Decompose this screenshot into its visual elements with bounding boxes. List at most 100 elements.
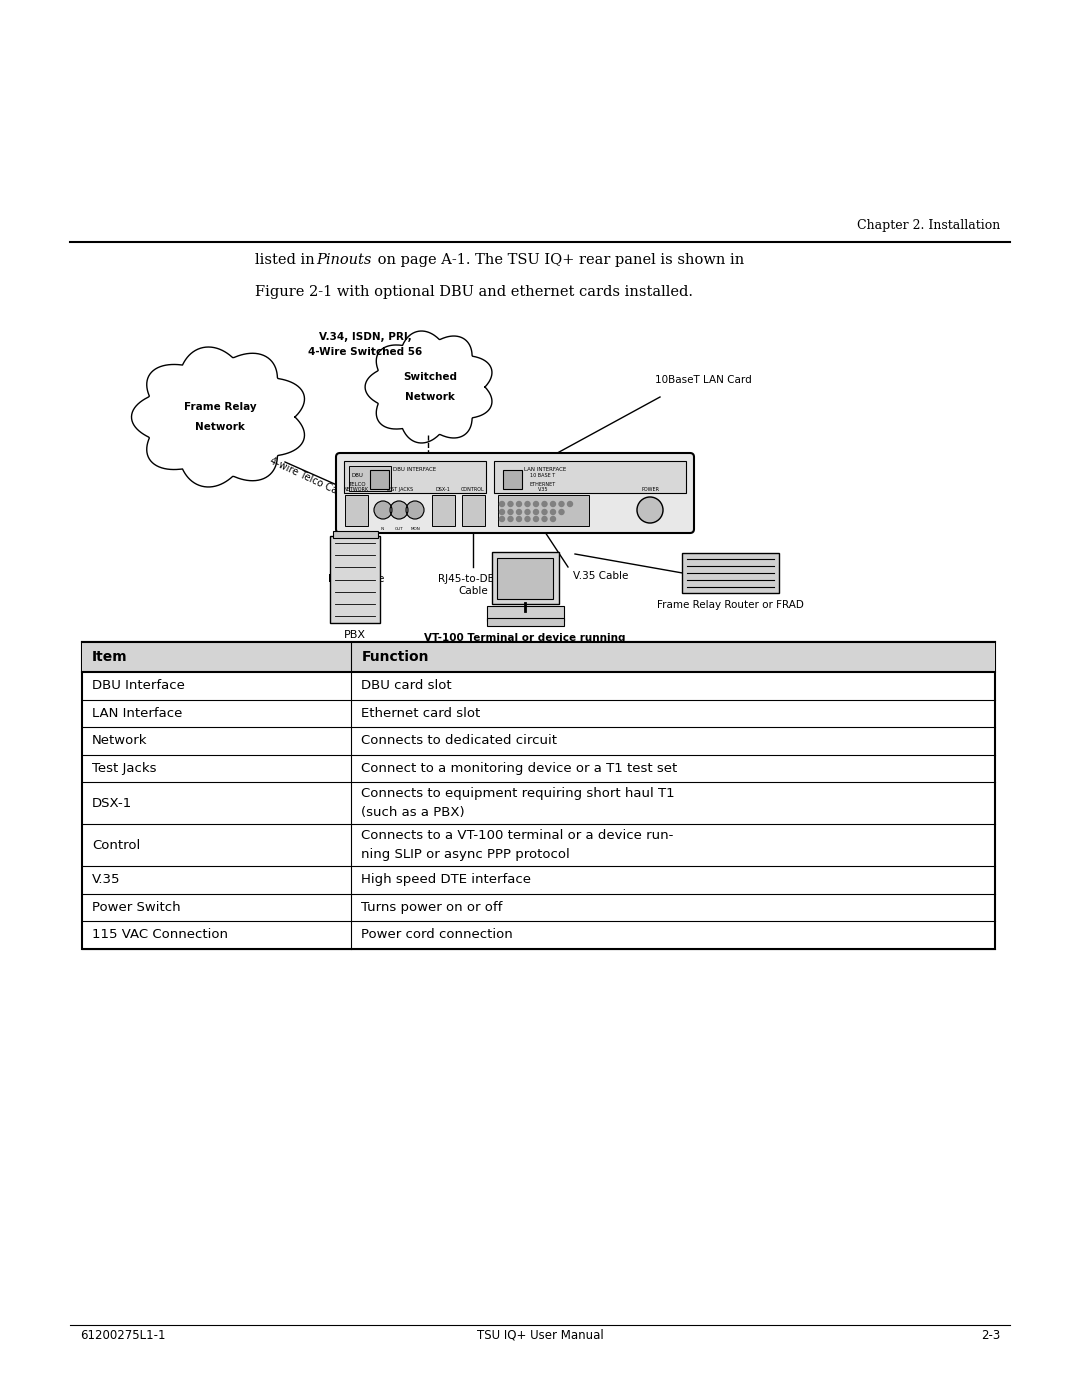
Circle shape <box>390 502 408 520</box>
Text: Frame Relay: Frame Relay <box>184 402 256 412</box>
FancyBboxPatch shape <box>349 467 391 490</box>
FancyBboxPatch shape <box>507 609 543 616</box>
Text: 61200275L1-1: 61200275L1-1 <box>80 1329 165 1343</box>
Text: Network: Network <box>92 735 148 747</box>
Text: DSX-1: DSX-1 <box>92 796 132 809</box>
Circle shape <box>508 517 513 521</box>
Circle shape <box>374 502 392 520</box>
FancyBboxPatch shape <box>82 643 995 949</box>
Text: V.35 Cable: V.35 Cable <box>573 571 629 581</box>
Text: TELCO: TELCO <box>348 482 366 486</box>
Text: 4-Wire Switched 56: 4-Wire Switched 56 <box>308 346 422 358</box>
Circle shape <box>508 502 513 507</box>
Circle shape <box>525 517 530 521</box>
Text: Network: Network <box>405 393 455 402</box>
Circle shape <box>542 502 546 507</box>
Text: High speed DTE interface: High speed DTE interface <box>362 873 531 886</box>
Text: Power cord connection: Power cord connection <box>362 928 513 942</box>
Text: RJ45-to-DB25
Cable: RJ45-to-DB25 Cable <box>438 574 508 595</box>
Circle shape <box>516 517 522 521</box>
FancyBboxPatch shape <box>498 495 589 525</box>
Circle shape <box>542 510 546 514</box>
Text: LAN Interface: LAN Interface <box>92 707 183 719</box>
Text: NETWORK: NETWORK <box>343 488 368 492</box>
FancyBboxPatch shape <box>345 461 486 493</box>
FancyBboxPatch shape <box>369 469 389 489</box>
FancyBboxPatch shape <box>432 495 455 525</box>
Text: MON: MON <box>410 527 420 531</box>
Circle shape <box>499 517 504 521</box>
Circle shape <box>534 517 539 521</box>
Text: 115 VAC Connection: 115 VAC Connection <box>92 928 228 942</box>
FancyBboxPatch shape <box>82 643 995 672</box>
Text: ning SLIP or async PPP protocol: ning SLIP or async PPP protocol <box>362 848 570 861</box>
Circle shape <box>551 510 555 514</box>
Text: Chapter 2. Installation: Chapter 2. Installation <box>856 219 1000 232</box>
Text: TEST JACKS: TEST JACKS <box>384 488 413 492</box>
Text: DBU Interface: DBU Interface <box>92 679 185 693</box>
FancyBboxPatch shape <box>491 552 558 604</box>
Text: ETHERNET: ETHERNET <box>530 482 556 486</box>
FancyBboxPatch shape <box>461 495 485 525</box>
Circle shape <box>534 502 539 507</box>
Text: on page A-1. The TSU IQ+ rear panel is shown in: on page A-1. The TSU IQ+ rear panel is s… <box>373 253 744 267</box>
Circle shape <box>542 517 546 521</box>
Text: Switched: Switched <box>403 372 457 381</box>
Text: Figure 2-1.  TSU IQ+ Rear View: Figure 2-1. TSU IQ+ Rear View <box>411 862 669 877</box>
Text: DBU Modular
Cable: DBU Modular Cable <box>435 458 499 479</box>
Text: Connects to equipment requiring short haul T1: Connects to equipment requiring short ha… <box>362 788 675 800</box>
Text: POWER: POWER <box>642 488 659 492</box>
Circle shape <box>534 510 539 514</box>
Text: Connect to a monitoring device or a T1 test set: Connect to a monitoring device or a T1 t… <box>362 761 677 775</box>
Circle shape <box>406 502 424 520</box>
Text: Connects to a VT-100 terminal or a device run-: Connects to a VT-100 terminal or a devic… <box>362 830 674 842</box>
FancyBboxPatch shape <box>333 531 378 538</box>
FancyBboxPatch shape <box>330 536 380 623</box>
Circle shape <box>508 510 513 514</box>
Circle shape <box>559 510 564 514</box>
Circle shape <box>516 502 522 507</box>
Text: OUT: OUT <box>394 527 403 531</box>
Circle shape <box>499 510 504 514</box>
Text: DBU: DBU <box>351 472 363 478</box>
Text: DBU INTERFACE: DBU INTERFACE <box>393 467 436 472</box>
Text: Network: Network <box>195 422 245 432</box>
FancyBboxPatch shape <box>486 605 564 620</box>
Text: V.34, ISDN, PRI,: V.34, ISDN, PRI, <box>319 332 411 342</box>
Circle shape <box>637 497 663 522</box>
Text: DSX-1: DSX-1 <box>435 488 450 492</box>
Text: (such as a PBX): (such as a PBX) <box>362 806 465 819</box>
Circle shape <box>499 502 504 507</box>
Text: 2-3: 2-3 <box>981 1329 1000 1343</box>
Circle shape <box>551 502 555 507</box>
Text: 10 BASE T: 10 BASE T <box>530 472 555 478</box>
Text: Function: Function <box>362 650 429 664</box>
Text: Control: Control <box>92 838 140 852</box>
Text: 10BaseT LAN Card: 10BaseT LAN Card <box>654 374 752 386</box>
FancyBboxPatch shape <box>497 557 553 598</box>
Text: Item: Item <box>92 650 127 664</box>
Text: Power Switch: Power Switch <box>92 901 180 914</box>
Circle shape <box>525 502 530 507</box>
Text: VT-100 Terminal or device running: VT-100 Terminal or device running <box>424 633 625 643</box>
Text: Turns power on or off: Turns power on or off <box>362 901 502 914</box>
Text: V.35: V.35 <box>538 488 549 492</box>
FancyBboxPatch shape <box>494 461 686 493</box>
Circle shape <box>551 517 555 521</box>
Text: listed in: listed in <box>255 253 320 267</box>
Text: V.35: V.35 <box>92 873 121 886</box>
Circle shape <box>516 510 522 514</box>
Circle shape <box>567 502 572 507</box>
FancyBboxPatch shape <box>345 495 367 525</box>
Text: 4-wire Telco Cable: 4-wire Telco Cable <box>268 455 352 502</box>
Text: Frame Relay Router or FRAD: Frame Relay Router or FRAD <box>657 599 804 610</box>
Text: TSU IQ+ User Manual: TSU IQ+ User Manual <box>476 1329 604 1343</box>
Text: Test Jacks: Test Jacks <box>92 761 157 775</box>
FancyBboxPatch shape <box>336 453 694 534</box>
Text: SLIP or async PPP protocol: SLIP or async PPP protocol <box>446 647 604 657</box>
Text: Connects to dedicated circuit: Connects to dedicated circuit <box>362 735 557 747</box>
Text: PBX: PBX <box>345 630 366 640</box>
Text: IN: IN <box>381 527 386 531</box>
Circle shape <box>525 510 530 514</box>
FancyBboxPatch shape <box>681 553 779 592</box>
